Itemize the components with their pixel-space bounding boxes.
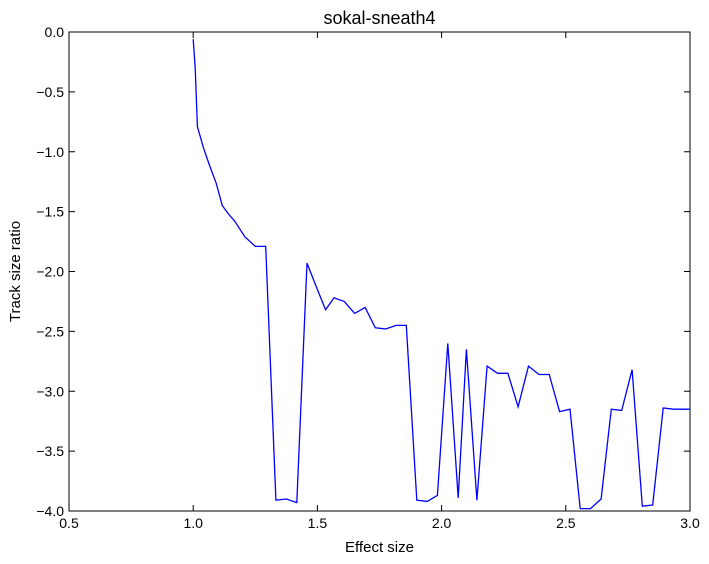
series-layer: [192, 39, 690, 510]
y-tick-label: −3.0: [36, 383, 64, 399]
y-tick-label: −4.0: [36, 503, 64, 519]
x-tick-label: 3.0: [680, 515, 700, 531]
y-tick-label: −2.0: [36, 264, 64, 280]
series-line: [192, 39, 690, 510]
x-axis-label: Effect size: [345, 539, 414, 556]
y-tick-label: −3.5: [36, 443, 64, 459]
y-tick-label: 0.0: [45, 24, 65, 40]
axis-ticks: 0.5 1.0 1.5 2.0 2.5 3.0 0.0 −0.5 −1.0 −1.5 −2.0 −2.…: [36, 24, 700, 531]
y-tick-label: −1.5: [36, 204, 64, 220]
x-tick-label: 0.5: [59, 515, 79, 531]
x-tick-label: 1.5: [308, 515, 328, 531]
x-tick-label: 1.0: [183, 515, 203, 531]
x-tick-label: 2.0: [432, 515, 452, 531]
y-tick-label: −1.0: [36, 144, 64, 160]
plot-area: [68, 31, 691, 512]
y-tick-label: −2.5: [36, 323, 64, 339]
x-tick-label: 2.5: [556, 515, 576, 531]
plot-frame: [68, 31, 691, 512]
y-axis-label: Track size ratio: [7, 221, 24, 322]
chart-title: sokal-sneath4: [323, 8, 435, 28]
y-tick-label: −0.5: [36, 84, 64, 100]
